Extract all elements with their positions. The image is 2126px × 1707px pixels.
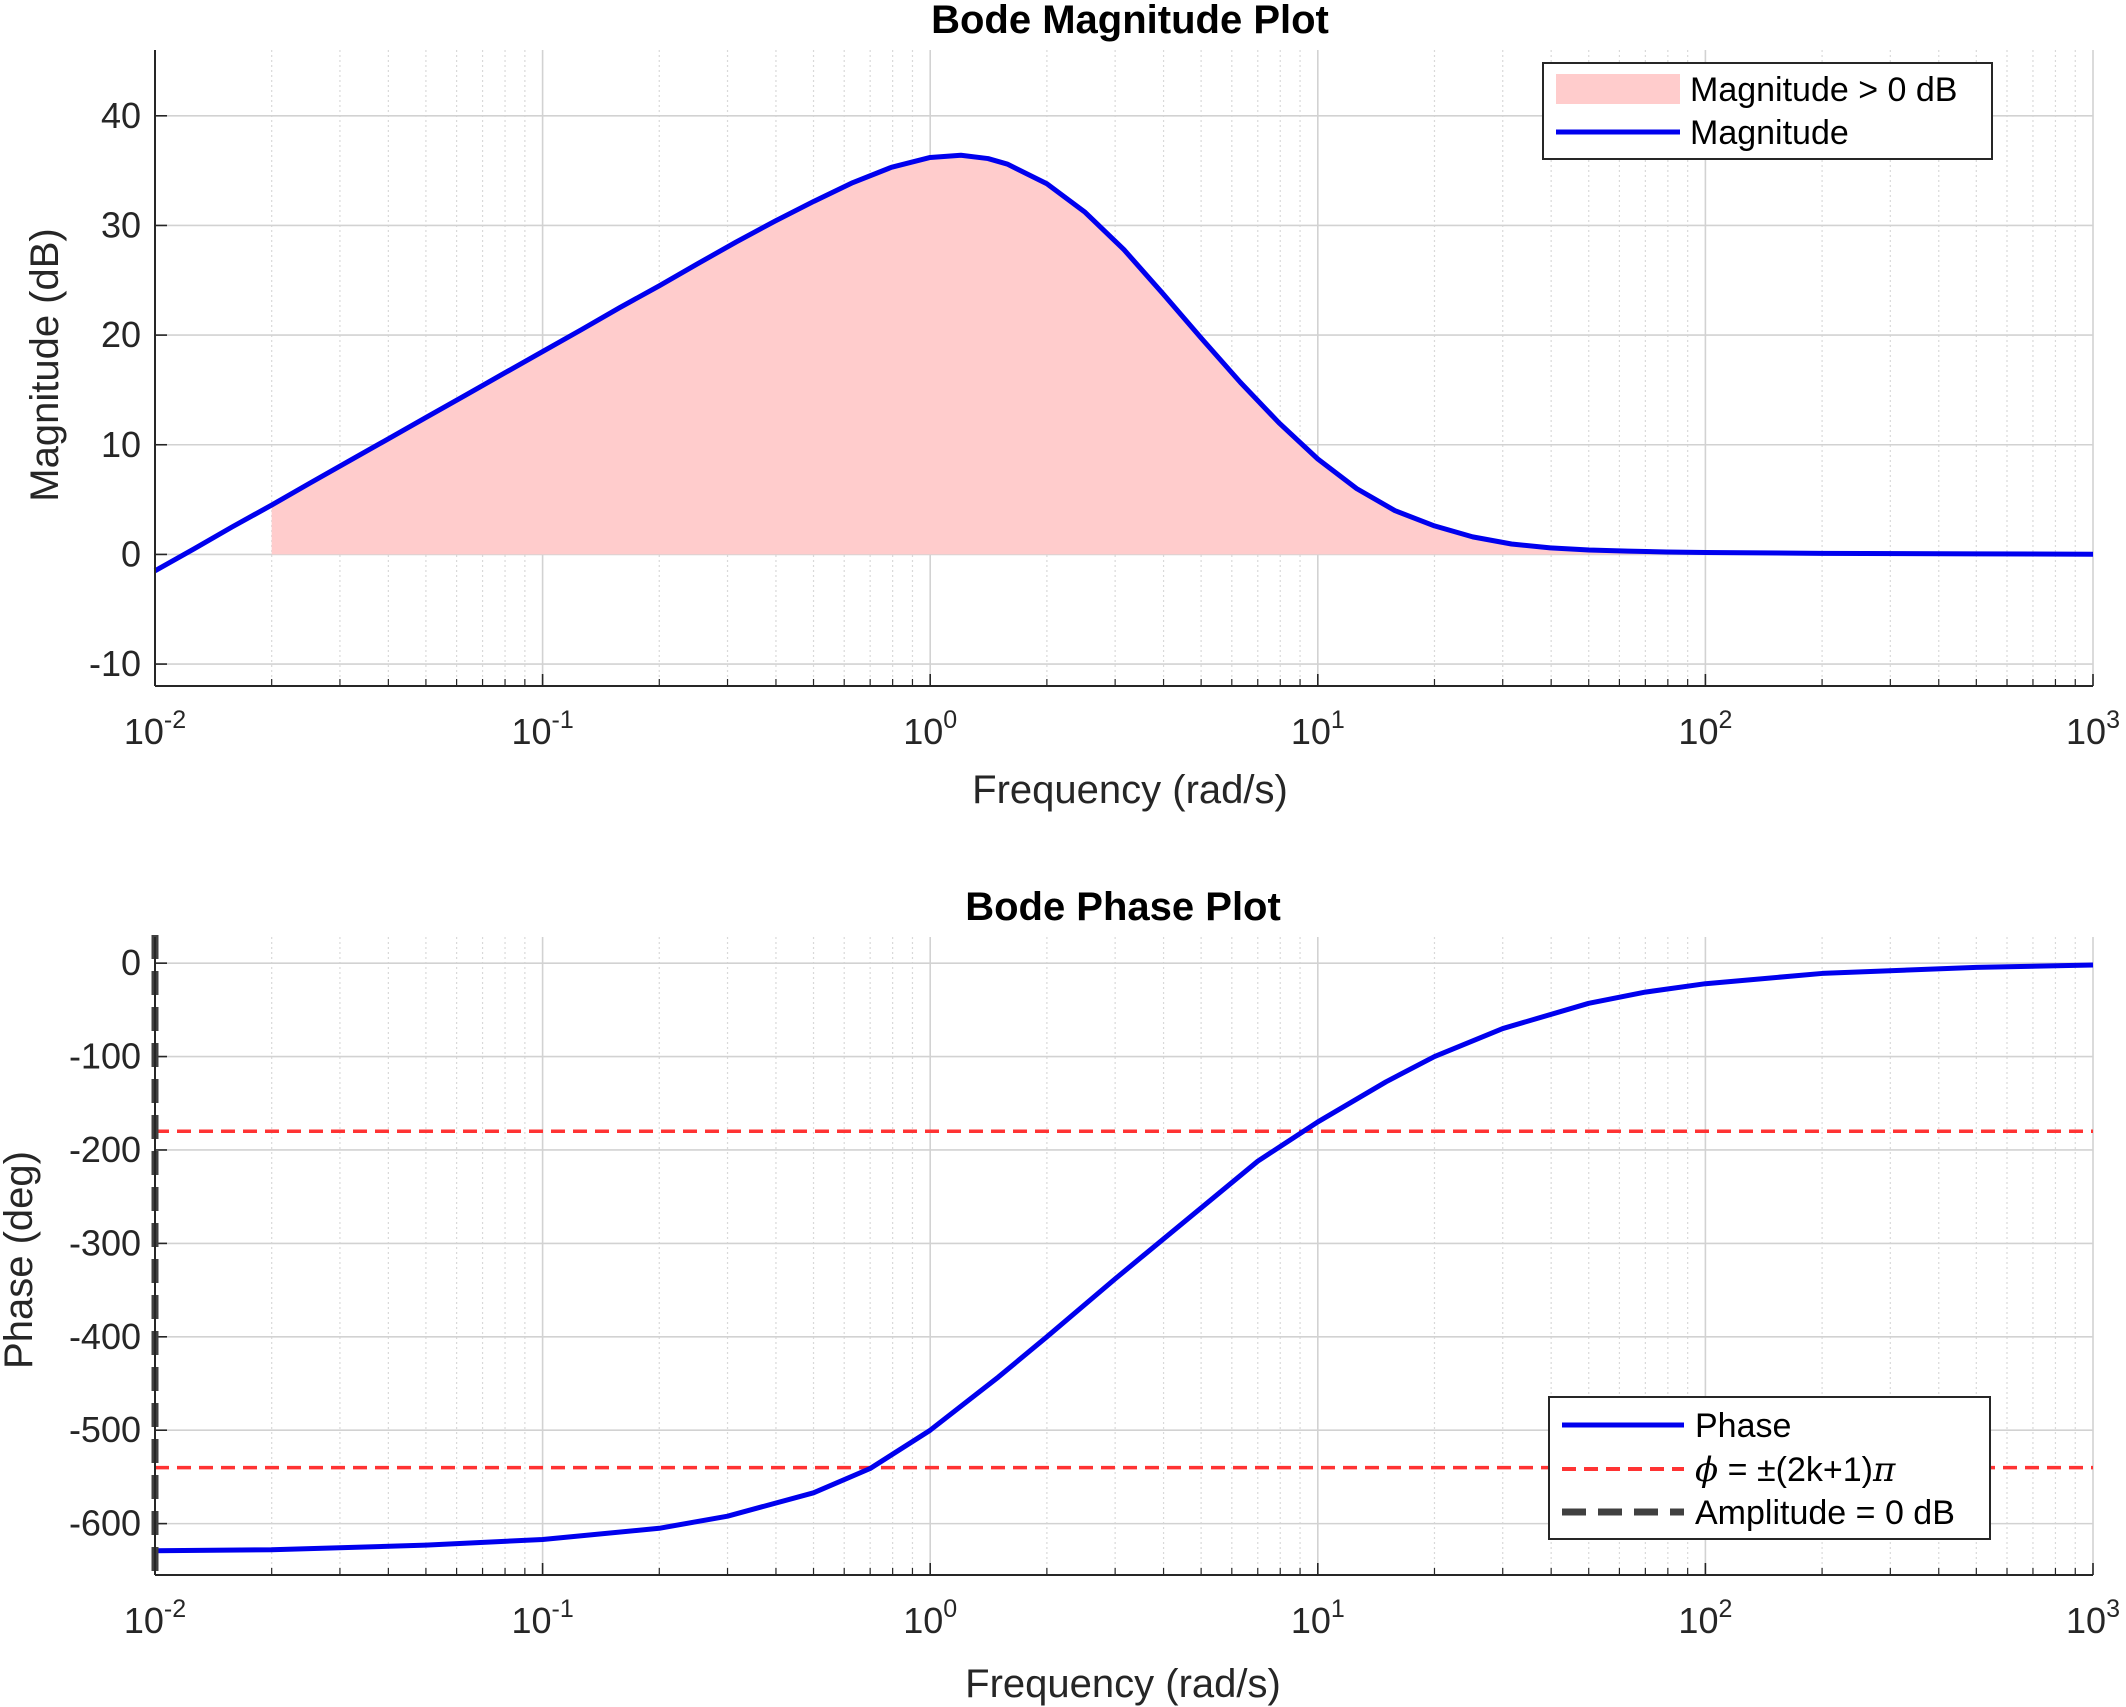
series-line-magnitude xyxy=(153,152,2094,574)
y-tick-label: -400 xyxy=(69,1316,141,1357)
x-tick-label: 100 xyxy=(903,706,957,752)
magnitude-axes xyxy=(154,50,2094,687)
x-tick-label: 10-1 xyxy=(511,706,573,752)
x-tick-label: 101 xyxy=(1291,1595,1345,1641)
magnitude-y-axis-label: Magnitude (dB) xyxy=(23,228,67,501)
phase-axes xyxy=(151,935,2094,1576)
x-tick-label: 102 xyxy=(1678,706,1732,752)
x-tick-label: 100 xyxy=(903,1595,957,1641)
y-tick-label: -600 xyxy=(69,1503,141,1544)
x-tick-label: 10-2 xyxy=(124,706,186,752)
legend-box xyxy=(1548,1396,1991,1540)
magnitude-positive-fill xyxy=(271,155,2094,555)
magnitude-series xyxy=(153,152,2094,574)
x-tick-label: 103 xyxy=(2066,706,2120,752)
magnitude-x-axis-label: Frequency (rad/s) xyxy=(972,768,1288,812)
phase-series xyxy=(154,962,2094,1554)
positive-magnitude-area xyxy=(271,155,2094,555)
x-tick-label: 102 xyxy=(1678,1595,1732,1641)
magnitude-plot-title: Bode Magnitude Plot xyxy=(931,0,1329,42)
phase-tick-labels: 10-2 10-1 100 101 102 103 -600 -500 -400 -300 -200… xyxy=(69,942,2120,1641)
y-tick-label: -100 xyxy=(69,1036,141,1077)
phase-y-axis-label: Phase (deg) xyxy=(0,1151,41,1369)
y-tick-label: -10 xyxy=(89,643,141,684)
x-tick-label: 10-2 xyxy=(124,1595,186,1641)
x-tick-label: 103 xyxy=(2066,1595,2120,1641)
x-tick-label: 10-1 xyxy=(511,1595,573,1641)
phase-plot-title: Bode Phase Plot xyxy=(965,885,1281,929)
phase-x-axis-label: Frequency (rad/s) xyxy=(965,1662,1281,1706)
y-tick-label: 20 xyxy=(101,314,141,355)
y-tick-label: -300 xyxy=(69,1222,141,1263)
legend-label-positive-fill: Magnitude > 0 dB xyxy=(1690,71,1957,109)
legend-label-magnitude: Magnitude xyxy=(1690,114,1849,152)
legend-label-crossover: ϕ = ±(2k+1)π xyxy=(1695,1450,1896,1490)
series-line-phase xyxy=(154,962,2094,1554)
y-tick-label: 0 xyxy=(121,533,141,574)
y-tick-label: 40 xyxy=(101,95,141,136)
magnitude-legend: Magnitude > 0 dB Magnitude xyxy=(1542,62,1993,160)
x-tick-label: 101 xyxy=(1291,706,1345,752)
magnitude-tick-labels: 10-2 10-1 100 101 102 103 -10 0 10 20 30 40 xyxy=(89,95,2120,752)
y-tick-label: 10 xyxy=(101,424,141,465)
y-tick-label: 0 xyxy=(121,942,141,983)
y-tick-label: -500 xyxy=(69,1409,141,1450)
legend-label-zero-db: Amplitude = 0 dB xyxy=(1695,1494,1955,1532)
magnitude-plot: Bode Magnitude Plot Frequency (rad/s) Ma… xyxy=(23,0,2120,812)
y-tick-label: -200 xyxy=(69,1129,141,1170)
phase-legend: Phase ϕ = ±(2k+1)π Amplitude = 0 dB xyxy=(1548,1396,1991,1540)
phase-plot: Bode Phase Plot Frequency (rad/s) Phase … xyxy=(0,885,2120,1706)
legend-label-phase: Phase xyxy=(1695,1407,1791,1445)
y-tick-label: 30 xyxy=(101,204,141,245)
legend-fill-swatch xyxy=(1556,74,1680,104)
